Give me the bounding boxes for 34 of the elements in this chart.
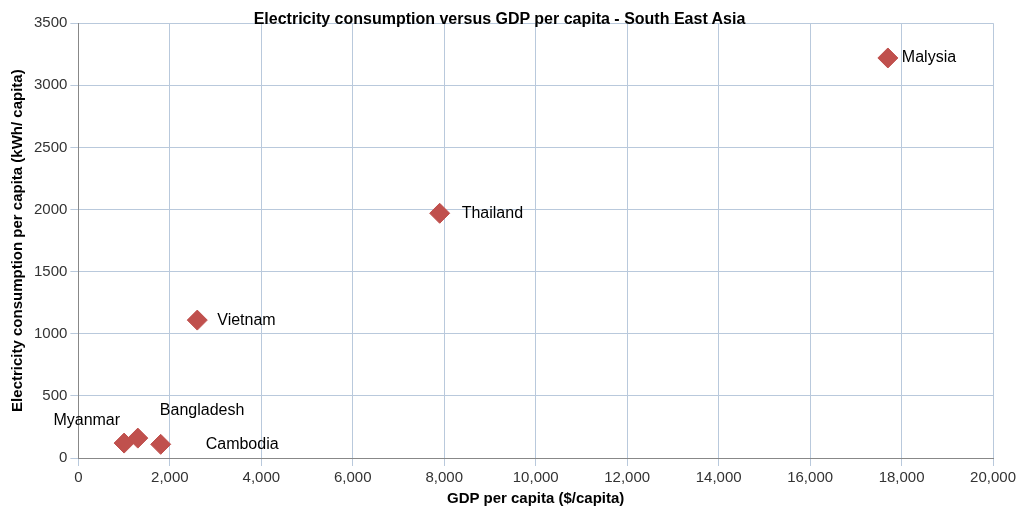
x-tick-label: 14,000: [695, 468, 742, 486]
annotation: Vietnam: [217, 310, 276, 328]
annotation: Thailand: [461, 203, 524, 221]
point: [127, 427, 149, 449]
point: [186, 309, 208, 331]
x-tick-label: 0: [74, 468, 83, 486]
point: [150, 433, 172, 455]
annotation: Myanmar: [53, 411, 121, 429]
x-tick-label: 10,000: [512, 468, 559, 486]
chart-title: Electricity consumption versus GDP per capita - South East Asia: [253, 10, 746, 28]
y-tick-label: 500: [42, 386, 68, 404]
x-tick-label: 2,000: [151, 468, 189, 486]
x-tick-label: 16,000: [787, 468, 834, 486]
y-tick-label: 0: [59, 448, 68, 466]
y-tick-label: 1000: [33, 323, 68, 341]
x-tick-label: 6,000: [334, 468, 372, 486]
x-tick-label: 20,000: [970, 468, 1017, 486]
annotation: Malysia: [901, 48, 957, 66]
y-tick-label: 2000: [33, 199, 68, 217]
y-tick-label: 1500: [33, 261, 68, 279]
x-tick-label: 8,000: [425, 468, 464, 486]
annotation: Cambodia: [205, 434, 279, 452]
annotation: Bangladesh: [159, 400, 245, 418]
y-tick-label: 2500: [33, 137, 68, 155]
y-tick-label: 3500: [33, 13, 68, 31]
point: [429, 202, 451, 224]
x-tick-label: 18,000: [878, 468, 925, 486]
x-tick-label: 4,000: [242, 468, 281, 486]
point: [877, 47, 899, 69]
point: [113, 432, 135, 454]
y-tick-label: 3000: [33, 75, 68, 93]
x-axis-title: GDP per capita ($/capita): [447, 489, 625, 507]
y-axis-title: Electricity consumption per capita (kWh/ capita): [8, 69, 26, 412]
x-tick-label: 12,000: [604, 468, 651, 486]
